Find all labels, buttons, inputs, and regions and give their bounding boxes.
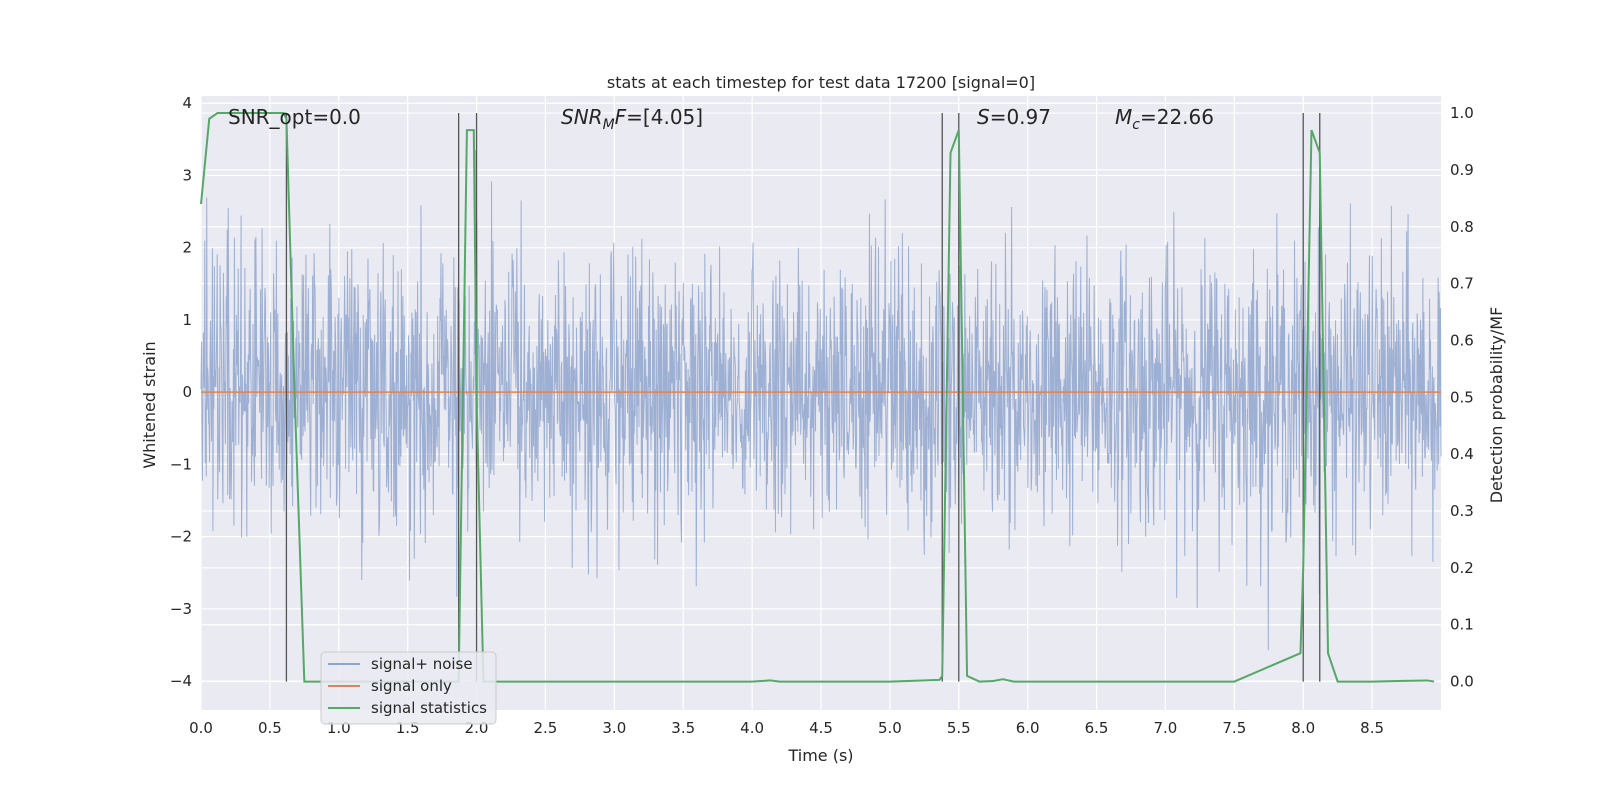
y-tick-label-left: 4 (182, 94, 192, 112)
legend-label-noise: signal+ noise (371, 655, 473, 673)
x-tick-label: 8.0 (1291, 719, 1315, 737)
y-tick-label-right: 0.7 (1450, 275, 1474, 293)
annotation-s: S=0.97 (977, 105, 1051, 129)
y-tick-label-left: 2 (182, 239, 192, 257)
y-tick-label-left: 0 (182, 383, 192, 401)
detection-markers (285, 113, 1321, 682)
legend-label-signal-only: signal only (371, 677, 452, 695)
x-tick-label: 5.5 (947, 719, 971, 737)
y-axis-label-left: Whitened strain (140, 341, 159, 468)
x-tick-labels: 0.0 0.5 1.0 1.5 2.0 2.5 3.0 3.5 4.0 4.5 5.0 5.5 6.0 6… (189, 719, 1384, 737)
y-tick-label-right: 0.0 (1450, 673, 1474, 691)
y-tick-label-right: 0.8 (1450, 218, 1474, 236)
x-tick-label: 0.5 (258, 719, 282, 737)
y-tick-labels-left: 4 3 2 1 0 −1 −2 −3 −4 (170, 94, 192, 690)
y-tick-labels-right: 1.0 0.9 0.8 0.7 0.6 0.5 0.4 0.3 0.2 0.1 0.0 (1450, 104, 1474, 691)
annotation-snr-opt: SNR_opt=0.0 (228, 105, 361, 129)
x-tick-label: 6.0 (1016, 719, 1040, 737)
y-tick-label-right: 0.3 (1450, 502, 1474, 520)
y-tick-label-right: 0.9 (1450, 161, 1474, 179)
y-tick-label-left: −1 (170, 455, 192, 473)
x-tick-label: 7.0 (1154, 719, 1178, 737)
x-tick-label: 6.5 (1085, 719, 1109, 737)
legend: signal+ noise signal only signal statist… (320, 651, 497, 725)
x-tick-label: 3.5 (671, 719, 695, 737)
y-tick-label-right: 0.2 (1450, 559, 1474, 577)
x-tick-label: 5.0 (878, 719, 902, 737)
y-tick-label-left: −4 (170, 672, 192, 690)
legend-box (320, 651, 497, 725)
annotation-mc: Mc=22.66 (1115, 105, 1214, 133)
series-signal-statistics (200, 112, 1435, 683)
y-tick-label-right: 0.1 (1450, 616, 1474, 634)
series-signal-noise (200, 150, 1442, 651)
statistics-line (200, 112, 1435, 683)
noise-line (200, 150, 1442, 651)
x-tick-label: 2.5 (534, 719, 558, 737)
y-tick-label-right: 0.6 (1450, 331, 1474, 349)
y-tick-label-left: 1 (182, 311, 192, 329)
y-tick-label-right: 0.4 (1450, 445, 1474, 463)
x-tick-label: 0.0 (189, 719, 213, 737)
y-axis-label-right: Detection probability/MF (1487, 307, 1506, 504)
x-axis-label: Time (s) (787, 746, 853, 765)
annotation-snr-mf: SNRMF=[4.05] (561, 105, 703, 133)
chart-title: stats at each timestep for test data 172… (607, 73, 1035, 92)
y-tick-label-right: 0.5 (1450, 388, 1474, 406)
x-tick-label: 3.0 (602, 719, 626, 737)
y-tick-label-right: 1.0 (1450, 104, 1474, 122)
x-tick-label: 4.5 (809, 719, 833, 737)
legend-label-statistics: signal statistics (371, 699, 487, 717)
y-tick-label-left: −3 (170, 600, 192, 618)
x-tick-label: 7.5 (1222, 719, 1246, 737)
y-tick-label-left: 3 (182, 166, 192, 184)
x-tick-label: 4.0 (740, 719, 764, 737)
x-tick-label: 8.5 (1360, 719, 1384, 737)
y-tick-label-left: −2 (170, 528, 192, 546)
